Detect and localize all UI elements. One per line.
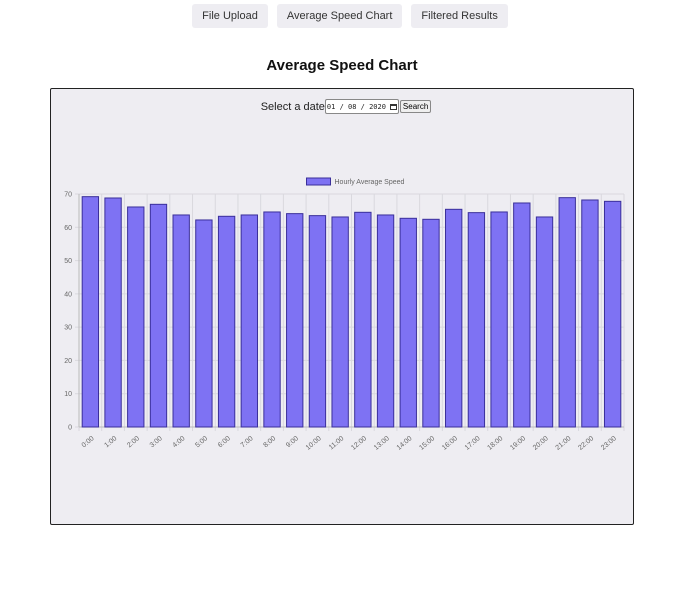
bar xyxy=(603,200,622,428)
bar xyxy=(399,217,417,428)
y-tick-label: 70 xyxy=(64,192,72,199)
x-tick-label: 1:00 xyxy=(103,435,118,449)
x-tick-label: 19:00 xyxy=(509,435,527,452)
bar xyxy=(581,199,599,428)
bar xyxy=(558,197,576,428)
legend-swatch xyxy=(306,177,331,186)
search-button[interactable]: Search xyxy=(399,100,432,113)
page-title: Average Speed Chart xyxy=(266,57,418,74)
date-value: 01 / 08 / 2020 xyxy=(326,102,386,111)
x-tick-label: 3:00 xyxy=(149,435,164,449)
y-tick-label: 10 xyxy=(64,391,72,398)
x-tick-label: 13:00 xyxy=(373,435,391,452)
y-tick-label: 20 xyxy=(64,358,72,365)
x-tick-label: 10:00 xyxy=(305,435,323,452)
y-tick-label: 50 xyxy=(64,258,72,265)
bar xyxy=(445,208,463,428)
x-tick-label: 16:00 xyxy=(441,435,459,452)
x-tick-label: 18:00 xyxy=(486,435,504,452)
bar xyxy=(490,211,508,428)
x-tick-label: 21:00 xyxy=(555,435,573,452)
bar xyxy=(331,216,349,428)
y-tick-label: 60 xyxy=(64,225,72,232)
legend-label: Hourly Average Speed xyxy=(335,179,405,186)
bar xyxy=(104,197,122,428)
bar xyxy=(422,218,440,428)
nav-file-upload-button[interactable]: File Upload xyxy=(192,4,268,28)
bar xyxy=(149,203,168,428)
bar xyxy=(535,216,554,428)
bar xyxy=(127,206,145,428)
bar xyxy=(513,202,531,428)
x-tick-label: 23:00 xyxy=(600,435,618,452)
calendar-icon[interactable] xyxy=(389,103,397,110)
bar xyxy=(240,214,258,428)
x-tick-label: 14:00 xyxy=(396,435,414,452)
x-tick-label: 11:00 xyxy=(328,435,346,451)
date-label: Select a date xyxy=(260,100,325,113)
x-tick-label: 9:00 xyxy=(285,435,300,449)
y-tick-label: 40 xyxy=(64,291,72,298)
y-tick-label: 30 xyxy=(64,325,72,332)
bar xyxy=(467,212,486,428)
average-speed-chart: 0 10 20 30 40 50 60 70 0:00 1:00 2:00 3:00 4:00 5:00 6… xyxy=(64,177,625,452)
chart-panel: Select a date 01 / 08 / 2020 Search 0 10 2… xyxy=(50,88,634,525)
x-tick-label: 0:00 xyxy=(81,435,96,449)
bar xyxy=(354,211,372,428)
x-tick-label: 12:00 xyxy=(350,435,368,452)
bar xyxy=(217,215,236,428)
bar xyxy=(195,219,213,428)
bar xyxy=(286,213,304,428)
x-tick-label: 5:00 xyxy=(194,435,209,449)
x-tick-label: 6:00 xyxy=(217,435,232,449)
bar xyxy=(81,196,100,428)
top-nav: File Upload Average Speed Chart Filtered… xyxy=(0,4,700,28)
x-tick-label: 20:00 xyxy=(532,435,550,452)
y-tick-label: 0 xyxy=(68,425,72,432)
date-input[interactable]: 01 / 08 / 2020 xyxy=(324,99,399,114)
x-tick-label: 17:00 xyxy=(464,435,482,452)
x-tick-label: 4:00 xyxy=(172,435,187,449)
bar xyxy=(172,214,190,428)
date-filter-row: Select a date 01 / 08 / 2020 Search xyxy=(51,99,633,114)
bar xyxy=(376,214,395,428)
nav-filtered-results-button[interactable]: Filtered Results xyxy=(411,4,508,28)
nav-average-speed-chart-button[interactable]: Average Speed Chart xyxy=(276,4,403,28)
bar xyxy=(308,215,327,428)
x-tick-label: 2:00 xyxy=(126,435,141,449)
bar xyxy=(263,211,281,428)
x-tick-label: 8:00 xyxy=(262,435,277,449)
x-tick-label: 22:00 xyxy=(577,435,595,452)
x-tick-label: 15:00 xyxy=(418,435,436,452)
x-tick-label: 7:00 xyxy=(240,435,255,449)
